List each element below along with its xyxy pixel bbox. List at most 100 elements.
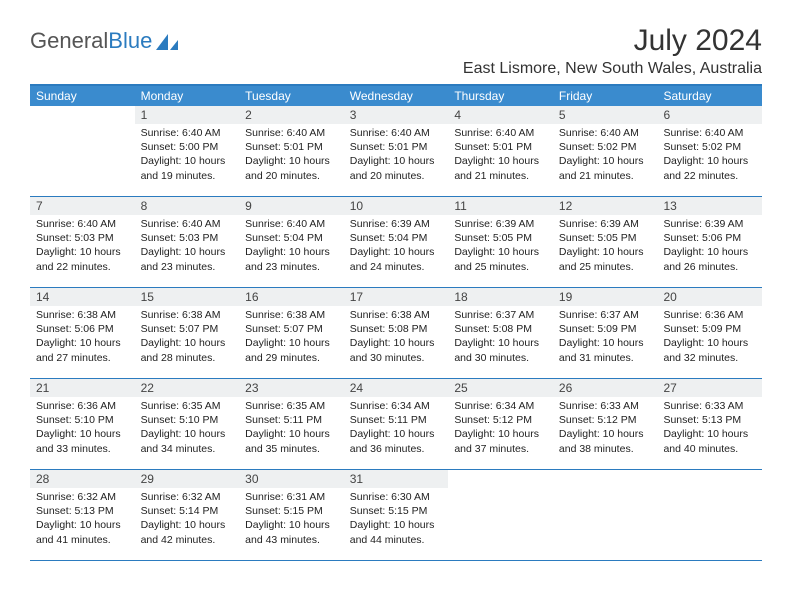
day-body: Sunrise: 6:34 AMSunset: 5:11 PMDaylight:… — [344, 397, 449, 460]
title-block: July 2024 East Lismore, New South Wales,… — [463, 24, 762, 78]
day-number: 6 — [657, 106, 762, 124]
day-body: Sunrise: 6:31 AMSunset: 5:15 PMDaylight:… — [239, 488, 344, 551]
day-number: 23 — [239, 379, 344, 397]
calendar-cell — [448, 470, 553, 560]
day-number: 27 — [657, 379, 762, 397]
month-title: July 2024 — [463, 24, 762, 58]
weekday-header-row: SundayMondayTuesdayWednesdayThursdayFrid… — [30, 86, 762, 106]
calendar-cell: 24Sunrise: 6:34 AMSunset: 5:11 PMDayligh… — [344, 379, 449, 469]
day-number: 13 — [657, 197, 762, 215]
day-body: Sunrise: 6:40 AMSunset: 5:01 PMDaylight:… — [239, 124, 344, 187]
calendar-cell: 20Sunrise: 6:36 AMSunset: 5:09 PMDayligh… — [657, 288, 762, 378]
weekday-header: Friday — [553, 86, 658, 106]
day-number: 17 — [344, 288, 449, 306]
day-body: Sunrise: 6:38 AMSunset: 5:07 PMDaylight:… — [239, 306, 344, 369]
calendar-cell: 12Sunrise: 6:39 AMSunset: 5:05 PMDayligh… — [553, 197, 658, 287]
day-body: Sunrise: 6:32 AMSunset: 5:14 PMDaylight:… — [135, 488, 240, 551]
day-body: Sunrise: 6:38 AMSunset: 5:08 PMDaylight:… — [344, 306, 449, 369]
calendar-cell: 9Sunrise: 6:40 AMSunset: 5:04 PMDaylight… — [239, 197, 344, 287]
day-number: 18 — [448, 288, 553, 306]
day-number: 1 — [135, 106, 240, 124]
calendar-cell: 29Sunrise: 6:32 AMSunset: 5:14 PMDayligh… — [135, 470, 240, 560]
week-row: 28Sunrise: 6:32 AMSunset: 5:13 PMDayligh… — [30, 470, 762, 561]
calendar-cell: 10Sunrise: 6:39 AMSunset: 5:04 PMDayligh… — [344, 197, 449, 287]
week-row: 14Sunrise: 6:38 AMSunset: 5:06 PMDayligh… — [30, 288, 762, 379]
weekday-header: Monday — [135, 86, 240, 106]
calendar-cell: 22Sunrise: 6:35 AMSunset: 5:10 PMDayligh… — [135, 379, 240, 469]
calendar-cell: 19Sunrise: 6:37 AMSunset: 5:09 PMDayligh… — [553, 288, 658, 378]
logo: GeneralBlue — [30, 24, 180, 54]
calendar-cell: 2Sunrise: 6:40 AMSunset: 5:01 PMDaylight… — [239, 106, 344, 196]
day-body: Sunrise: 6:40 AMSunset: 5:03 PMDaylight:… — [30, 215, 135, 278]
day-body: Sunrise: 6:39 AMSunset: 5:06 PMDaylight:… — [657, 215, 762, 278]
day-number: 2 — [239, 106, 344, 124]
day-body: Sunrise: 6:30 AMSunset: 5:15 PMDaylight:… — [344, 488, 449, 551]
day-number: 19 — [553, 288, 658, 306]
calendar-cell: 8Sunrise: 6:40 AMSunset: 5:03 PMDaylight… — [135, 197, 240, 287]
calendar-cell: 30Sunrise: 6:31 AMSunset: 5:15 PMDayligh… — [239, 470, 344, 560]
day-number: 31 — [344, 470, 449, 488]
day-body: Sunrise: 6:40 AMSunset: 5:02 PMDaylight:… — [657, 124, 762, 187]
day-body: Sunrise: 6:33 AMSunset: 5:13 PMDaylight:… — [657, 397, 762, 460]
week-row: 21Sunrise: 6:36 AMSunset: 5:10 PMDayligh… — [30, 379, 762, 470]
day-number: 3 — [344, 106, 449, 124]
calendar-cell: 26Sunrise: 6:33 AMSunset: 5:12 PMDayligh… — [553, 379, 658, 469]
day-body: Sunrise: 6:39 AMSunset: 5:05 PMDaylight:… — [553, 215, 658, 278]
day-body: Sunrise: 6:37 AMSunset: 5:08 PMDaylight:… — [448, 306, 553, 369]
calendar-cell: 13Sunrise: 6:39 AMSunset: 5:06 PMDayligh… — [657, 197, 762, 287]
calendar-cell — [553, 470, 658, 560]
calendar-cell: 1Sunrise: 6:40 AMSunset: 5:00 PMDaylight… — [135, 106, 240, 196]
week-row: 1Sunrise: 6:40 AMSunset: 5:00 PMDaylight… — [30, 106, 762, 197]
day-number: 22 — [135, 379, 240, 397]
header: GeneralBlue July 2024 East Lismore, New … — [30, 24, 762, 78]
day-body: Sunrise: 6:39 AMSunset: 5:05 PMDaylight:… — [448, 215, 553, 278]
day-number: 29 — [135, 470, 240, 488]
weekday-header: Wednesday — [344, 86, 449, 106]
day-body: Sunrise: 6:33 AMSunset: 5:12 PMDaylight:… — [553, 397, 658, 460]
calendar-cell: 31Sunrise: 6:30 AMSunset: 5:15 PMDayligh… — [344, 470, 449, 560]
day-number: 7 — [30, 197, 135, 215]
calendar-cell: 6Sunrise: 6:40 AMSunset: 5:02 PMDaylight… — [657, 106, 762, 196]
day-number: 26 — [553, 379, 658, 397]
calendar-cell: 5Sunrise: 6:40 AMSunset: 5:02 PMDaylight… — [553, 106, 658, 196]
day-number: 21 — [30, 379, 135, 397]
calendar-cell: 23Sunrise: 6:35 AMSunset: 5:11 PMDayligh… — [239, 379, 344, 469]
calendar-cell: 18Sunrise: 6:37 AMSunset: 5:08 PMDayligh… — [448, 288, 553, 378]
day-number: 4 — [448, 106, 553, 124]
day-body: Sunrise: 6:32 AMSunset: 5:13 PMDaylight:… — [30, 488, 135, 551]
calendar-cell: 21Sunrise: 6:36 AMSunset: 5:10 PMDayligh… — [30, 379, 135, 469]
day-number: 11 — [448, 197, 553, 215]
day-number: 12 — [553, 197, 658, 215]
day-number: 20 — [657, 288, 762, 306]
day-body: Sunrise: 6:35 AMSunset: 5:10 PMDaylight:… — [135, 397, 240, 460]
day-number: 8 — [135, 197, 240, 215]
weekday-header: Sunday — [30, 86, 135, 106]
calendar-cell: 7Sunrise: 6:40 AMSunset: 5:03 PMDaylight… — [30, 197, 135, 287]
calendar-cell: 15Sunrise: 6:38 AMSunset: 5:07 PMDayligh… — [135, 288, 240, 378]
day-number: 15 — [135, 288, 240, 306]
weeks-container: 1Sunrise: 6:40 AMSunset: 5:00 PMDaylight… — [30, 106, 762, 561]
calendar-cell: 3Sunrise: 6:40 AMSunset: 5:01 PMDaylight… — [344, 106, 449, 196]
day-number: 5 — [553, 106, 658, 124]
day-body: Sunrise: 6:40 AMSunset: 5:03 PMDaylight:… — [135, 215, 240, 278]
day-body: Sunrise: 6:35 AMSunset: 5:11 PMDaylight:… — [239, 397, 344, 460]
day-number: 9 — [239, 197, 344, 215]
day-body: Sunrise: 6:40 AMSunset: 5:01 PMDaylight:… — [344, 124, 449, 187]
day-number: 28 — [30, 470, 135, 488]
weekday-header: Thursday — [448, 86, 553, 106]
day-body: Sunrise: 6:40 AMSunset: 5:01 PMDaylight:… — [448, 124, 553, 187]
day-number: 14 — [30, 288, 135, 306]
day-body: Sunrise: 6:38 AMSunset: 5:07 PMDaylight:… — [135, 306, 240, 369]
day-body: Sunrise: 6:39 AMSunset: 5:04 PMDaylight:… — [344, 215, 449, 278]
calendar-cell — [30, 106, 135, 196]
calendar-cell — [657, 470, 762, 560]
calendar-cell: 14Sunrise: 6:38 AMSunset: 5:06 PMDayligh… — [30, 288, 135, 378]
day-number: 16 — [239, 288, 344, 306]
day-body: Sunrise: 6:38 AMSunset: 5:06 PMDaylight:… — [30, 306, 135, 369]
logo-text-general: General — [30, 28, 108, 54]
calendar-cell: 11Sunrise: 6:39 AMSunset: 5:05 PMDayligh… — [448, 197, 553, 287]
day-body: Sunrise: 6:40 AMSunset: 5:04 PMDaylight:… — [239, 215, 344, 278]
calendar-cell: 16Sunrise: 6:38 AMSunset: 5:07 PMDayligh… — [239, 288, 344, 378]
calendar-cell: 17Sunrise: 6:38 AMSunset: 5:08 PMDayligh… — [344, 288, 449, 378]
day-body: Sunrise: 6:40 AMSunset: 5:02 PMDaylight:… — [553, 124, 658, 187]
